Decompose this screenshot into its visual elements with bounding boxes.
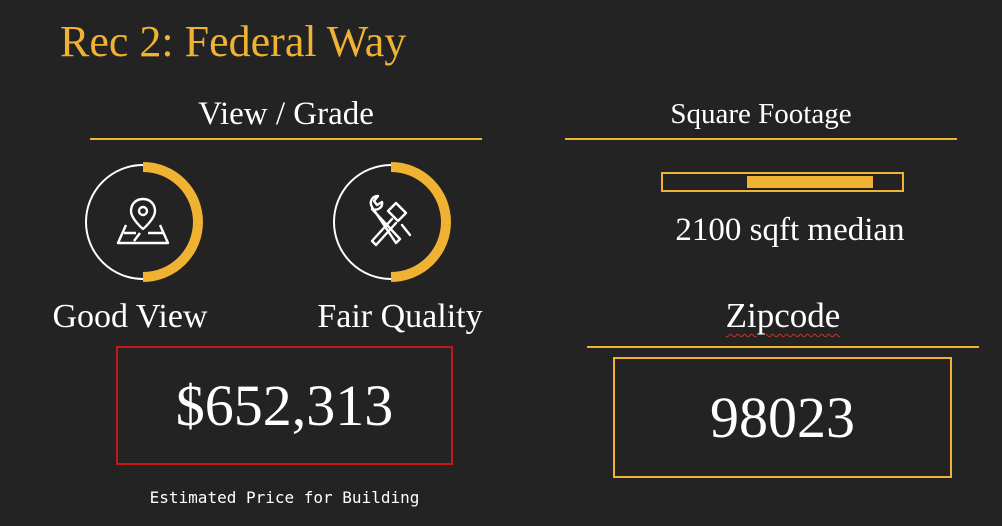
quality-level-arc — [390, 162, 451, 282]
view-grade-divider — [90, 138, 482, 140]
sqft-range-bar — [661, 172, 904, 192]
sqft-median-label: 2100 sqft median — [675, 212, 905, 248]
view-grade-heading: View / Grade — [198, 96, 374, 132]
zipcode-heading: Zipcode — [725, 296, 841, 335]
sqft-range-fill — [746, 176, 874, 188]
map-pin-icon — [116, 197, 170, 245]
zipcode-box: 98023 — [613, 357, 952, 478]
price-caption: Estimated Price for Building — [149, 488, 420, 507]
square-footage-divider — [565, 138, 957, 140]
view-ring — [82, 161, 204, 283]
estimated-price: $652,313 — [175, 373, 394, 438]
zipcode-divider — [587, 346, 979, 348]
tools-icon — [369, 194, 412, 247]
price-box: $652,313 — [116, 346, 453, 465]
square-footage-heading: Square Footage — [670, 98, 852, 130]
view-label: Good View — [52, 298, 208, 335]
quality-label: Fair Quality — [317, 298, 483, 335]
zipcode-heading-wrap: Zipcode — [587, 296, 979, 336]
view-level-arc — [142, 162, 203, 282]
page-title: Rec 2: Federal Way — [60, 17, 407, 66]
quality-ring — [330, 161, 452, 283]
zipcode-value: 98023 — [710, 385, 855, 450]
